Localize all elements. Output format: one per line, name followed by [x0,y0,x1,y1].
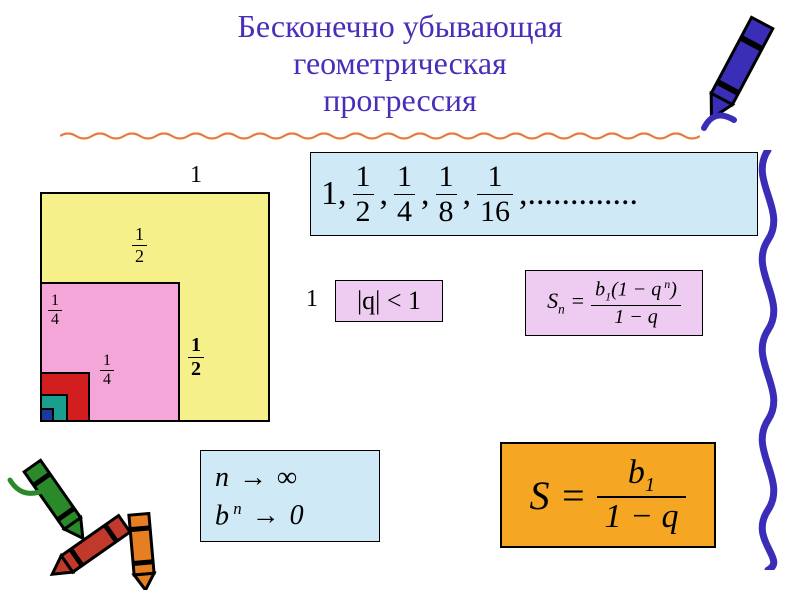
sn-formula-box: Sn = b1(1 − q n) 1 − q [525,270,703,336]
nested-squares-diagram: 12 12 14 14 [40,192,270,422]
label-half-yellow: 12 [132,224,147,267]
limit-box: n → ∞ b n → 0 [200,450,380,542]
q-condition-text: |q| < 1 [357,286,421,316]
crayon-icon [4,450,184,595]
lim-inf: ∞ [277,462,297,494]
crayon-icon [684,8,794,143]
label-half-pink: 12 [188,334,204,381]
square-blue [40,408,54,422]
title-line-3: прогрессия [323,82,477,118]
arrow-icon: → [239,462,267,494]
arrow-icon: → [252,500,280,532]
q-condition-box: |q| < 1 [335,280,443,322]
lim-zero: 0 [290,500,304,532]
title-line-1: Бесконечно убывающая [238,8,563,44]
s-formula-box: S = b1 1 − q [500,442,716,548]
limit-row-1: n → ∞ [215,459,365,497]
title-underline-wave [60,128,700,138]
slide-title: Бесконечно убывающая геометрическая прог… [0,8,800,118]
label-quarter-h: 14 [100,352,114,389]
title-line-2: геометрическая [293,45,507,81]
decorative-wiggle [748,150,788,570]
seq-trail: ,............. [519,175,638,213]
lim-n: n [215,462,229,494]
limit-row-2: b n → 0 [215,497,365,535]
label-quarter-v: 14 [48,292,62,329]
seq-lead: 1, [321,175,347,213]
square-side-right-label: 1 [306,286,318,313]
square-side-top-label: 1 [190,162,202,189]
sequence-box: 1, 12, 14, 18, 116 ,............. [310,152,758,236]
